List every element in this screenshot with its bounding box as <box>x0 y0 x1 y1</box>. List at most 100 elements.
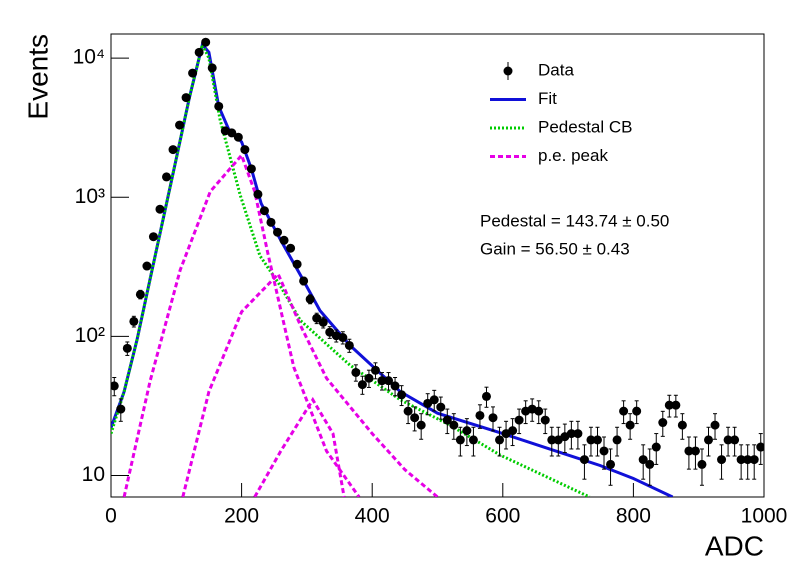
x-tick-label: 600 <box>485 505 520 528</box>
data-point <box>135 289 145 299</box>
data-point <box>351 367 361 377</box>
curve <box>111 41 674 497</box>
x-axis-label: ADC <box>705 530 764 561</box>
data-point <box>397 390 407 400</box>
data-point <box>736 455 746 465</box>
data-point <box>690 446 700 456</box>
y-axis-label: Events <box>22 34 53 120</box>
data-point <box>677 420 687 430</box>
data-point <box>495 435 505 445</box>
data-point <box>625 420 635 430</box>
data-point <box>246 164 256 174</box>
y-tick-label: 10² <box>75 324 105 347</box>
data-point <box>286 243 296 253</box>
data-point <box>181 93 191 103</box>
legend-label: p.e. peak <box>538 146 608 165</box>
data-point <box>573 429 583 439</box>
y-tick-label: 10 <box>82 463 105 486</box>
data-point <box>259 206 269 216</box>
plot-area <box>111 37 764 497</box>
curve <box>122 152 361 497</box>
y-tick-label: 10³ <box>75 185 105 208</box>
data-point <box>488 413 498 423</box>
data-point <box>364 373 374 383</box>
data-point <box>619 406 629 416</box>
data-point <box>612 435 622 445</box>
data-point <box>122 343 132 353</box>
data-point <box>344 340 354 350</box>
data-point <box>416 420 426 430</box>
data-point <box>201 37 211 47</box>
data-point <box>606 459 616 469</box>
data-point <box>357 380 367 390</box>
data-point <box>214 101 224 111</box>
data-point <box>299 276 309 286</box>
legend-label: Fit <box>538 89 557 108</box>
data-point <box>442 415 452 425</box>
data-point <box>475 410 485 420</box>
data-point <box>162 172 172 182</box>
data-point <box>155 204 165 214</box>
data-point <box>697 459 707 469</box>
data-point <box>599 446 609 456</box>
annotation: Pedestal = 143.74 ± 0.50 <box>480 211 669 230</box>
data-point <box>227 128 237 138</box>
annotation: Gain = 56.50 ± 0.43 <box>480 239 630 258</box>
data-point <box>743 455 753 465</box>
data-point <box>338 333 348 343</box>
data-point <box>175 120 185 130</box>
data-point <box>534 406 544 416</box>
data-point <box>462 426 472 436</box>
data-point <box>194 47 204 57</box>
data-point <box>730 435 740 445</box>
data-point <box>266 217 276 227</box>
data-point <box>233 132 243 142</box>
legend-label: Pedestal CB <box>538 117 633 136</box>
data-point <box>481 391 491 401</box>
data-point <box>514 415 524 425</box>
data-point <box>312 313 322 323</box>
data-point <box>148 232 158 242</box>
data-point <box>455 435 465 445</box>
data-point <box>586 435 596 445</box>
data-point <box>188 68 198 78</box>
plot-frame <box>110 33 765 498</box>
data-point <box>658 418 668 428</box>
data-point <box>684 446 694 456</box>
data-point <box>449 420 459 430</box>
data-point <box>273 227 283 237</box>
data-point <box>664 400 674 410</box>
data-point <box>403 406 413 416</box>
x-tick-label: 400 <box>355 505 390 528</box>
data-point <box>240 145 250 155</box>
data-point <box>566 429 576 439</box>
data-point <box>632 406 642 416</box>
data-point <box>508 426 518 436</box>
data-point <box>207 63 217 73</box>
data-point <box>410 413 420 423</box>
data-point <box>645 459 655 469</box>
legend-label: Data <box>538 60 574 79</box>
data-point <box>436 402 446 412</box>
curve <box>253 396 346 497</box>
data-point <box>129 316 139 326</box>
data-point <box>638 455 648 465</box>
data-point <box>540 415 550 425</box>
curve <box>181 271 439 497</box>
data-point <box>671 400 681 410</box>
x-tick-label: 0 <box>105 505 117 528</box>
data-point <box>429 395 439 405</box>
data-point <box>116 404 126 414</box>
data-point <box>377 376 387 386</box>
data-point <box>468 435 478 445</box>
data-point <box>756 442 764 452</box>
data-point <box>390 381 400 391</box>
data-point <box>723 435 733 445</box>
x-tick-label: 1000 <box>741 505 788 528</box>
legend-marker <box>503 66 513 76</box>
data-point <box>749 455 759 465</box>
data-point <box>168 145 178 155</box>
data-point <box>253 189 263 199</box>
y-tick-label: 10⁴ <box>73 46 105 69</box>
